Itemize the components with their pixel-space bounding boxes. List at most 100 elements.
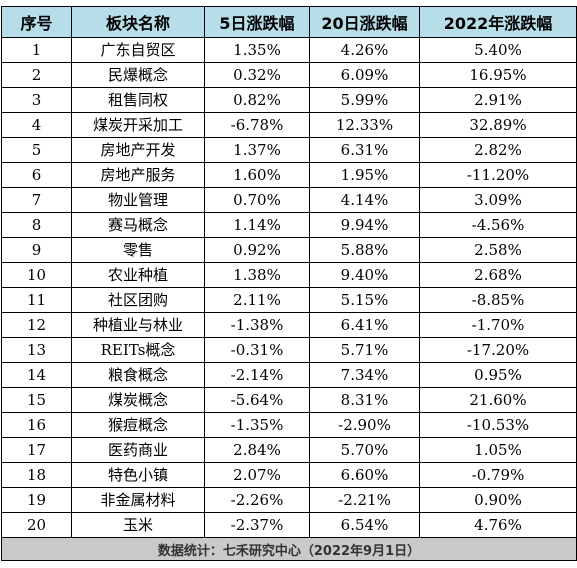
cell-index: 3 [1,87,72,113]
cell-2022-change: -8.85% [419,287,577,313]
cell-sector-name: 零售 [71,237,205,263]
header-index: 序号 [1,6,72,38]
cell-index: 4 [1,112,72,138]
cell-20day-change: -2.90% [309,412,420,438]
cell-2022-change: 16.95% [419,62,577,88]
cell-5day-change: -5.64% [204,387,310,413]
table-row: 8 赛马概念 1.14% 9.94% -4.56% [1,212,577,238]
cell-index: 7 [1,187,72,213]
cell-20day-change: 9.40% [309,262,420,288]
cell-20day-change: 5.99% [309,87,420,113]
cell-2022-change: 0.95% [419,362,577,388]
cell-5day-change: 0.82% [204,87,310,113]
cell-2022-change: 21.60% [419,387,577,413]
cell-sector-name: 特色小镇 [71,462,205,488]
cell-sector-name: 房地产开发 [71,137,205,163]
table-row: 3 租售同权 0.82% 5.99% 2.91% [1,87,577,113]
cell-sector-name: 煤炭开采加工 [71,112,205,138]
table-row: 6 房地产服务 1.60% 1.95% -11.20% [1,162,577,188]
footer-row: 数据统计：七禾研究中心（2022年9月1日） [1,537,577,561]
table-row: 16 猴痘概念 -1.35% -2.90% -10.53% [1,412,577,438]
cell-5day-change: -2.14% [204,362,310,388]
header-row: 序号 板块名称 5日涨跌幅 20日涨跌幅 2022年涨跌幅 [1,6,577,38]
cell-5day-change: 0.32% [204,62,310,88]
cell-20day-change: 6.54% [309,512,420,538]
cell-2022-change: 5.40% [419,37,577,63]
sector-performance-table: 序号 板块名称 5日涨跌幅 20日涨跌幅 2022年涨跌幅 1 广东自贸区 1.35… [1,6,577,561]
cell-sector-name: 房地产服务 [71,162,205,188]
cell-index: 17 [1,437,72,463]
cell-20day-change: 12.33% [309,112,420,138]
cell-5day-change: -2.37% [204,512,310,538]
cell-sector-name: 农业种植 [71,262,205,288]
cell-5day-change: 0.92% [204,237,310,263]
table-row: 19 非金属材料 -2.26% -2.21% 0.90% [1,487,577,513]
cell-sector-name: 广东自贸区 [71,37,205,63]
cell-sector-name: 医药商业 [71,437,205,463]
cell-index: 9 [1,237,72,263]
cell-5day-change: 1.37% [204,137,310,163]
cell-5day-change: 1.14% [204,212,310,238]
cell-sector-name: REITs概念 [71,337,205,363]
cell-index: 8 [1,212,72,238]
cell-2022-change: 2.82% [419,137,577,163]
cell-sector-name: 煤炭概念 [71,387,205,413]
cell-2022-change: 2.68% [419,262,577,288]
cell-20day-change: 8.31% [309,387,420,413]
cell-index: 15 [1,387,72,413]
table-row: 17 医药商业 2.84% 5.70% 1.05% [1,437,577,463]
cell-2022-change: 2.58% [419,237,577,263]
table-body: 1 广东自贸区 1.35% 4.26% 5.40% 2 民爆概念 0.32% 6.09% 16.9… [1,37,577,538]
table-row: 9 零售 0.92% 5.88% 2.58% [1,237,577,263]
header-20day-change: 20日涨跌幅 [309,6,420,38]
cell-index: 11 [1,287,72,313]
cell-sector-name: 粮食概念 [71,362,205,388]
cell-2022-change: 4.76% [419,512,577,538]
cell-sector-name: 种植业与林业 [71,312,205,338]
header-sector-name: 板块名称 [71,6,205,38]
cell-index: 2 [1,62,72,88]
table-row: 13 REITs概念 -0.31% 5.71% -17.20% [1,337,577,363]
cell-20day-change: 5.70% [309,437,420,463]
cell-20day-change: 4.14% [309,187,420,213]
cell-2022-change: -11.20% [419,162,577,188]
data-source-note: 数据统计：七禾研究中心（2022年9月1日） [1,537,577,561]
header-5day-change: 5日涨跌幅 [204,6,310,38]
cell-2022-change: 2.91% [419,87,577,113]
cell-20day-change: 6.31% [309,137,420,163]
cell-index: 6 [1,162,72,188]
cell-sector-name: 民爆概念 [71,62,205,88]
table-row: 18 特色小镇 2.07% 6.60% -0.79% [1,462,577,488]
cell-5day-change: -2.26% [204,487,310,513]
cell-5day-change: 1.38% [204,262,310,288]
cell-5day-change: 0.70% [204,187,310,213]
cell-index: 18 [1,462,72,488]
cell-index: 20 [1,512,72,538]
cell-5day-change: -1.35% [204,412,310,438]
cell-20day-change: 7.34% [309,362,420,388]
cell-2022-change: 1.05% [419,437,577,463]
cell-5day-change: 1.60% [204,162,310,188]
table-row: 12 种植业与林业 -1.38% 6.41% -1.70% [1,312,577,338]
table-row: 5 房地产开发 1.37% 6.31% 2.82% [1,137,577,163]
cell-index: 14 [1,362,72,388]
cell-20day-change: 6.41% [309,312,420,338]
cell-index: 5 [1,137,72,163]
cell-index: 13 [1,337,72,363]
cell-2022-change: -4.56% [419,212,577,238]
cell-index: 1 [1,37,72,63]
cell-20day-change: 1.95% [309,162,420,188]
cell-5day-change: -0.31% [204,337,310,363]
cell-2022-change: -10.53% [419,412,577,438]
cell-index: 16 [1,412,72,438]
cell-5day-change: 2.11% [204,287,310,313]
cell-20day-change: 6.60% [309,462,420,488]
cell-5day-change: -1.38% [204,312,310,338]
table-row: 14 粮食概念 -2.14% 7.34% 0.95% [1,362,577,388]
cell-20day-change: -2.21% [309,487,420,513]
cell-index: 10 [1,262,72,288]
cell-20day-change: 4.26% [309,37,420,63]
cell-sector-name: 物业管理 [71,187,205,213]
cell-5day-change: 2.84% [204,437,310,463]
cell-5day-change: 1.35% [204,37,310,63]
